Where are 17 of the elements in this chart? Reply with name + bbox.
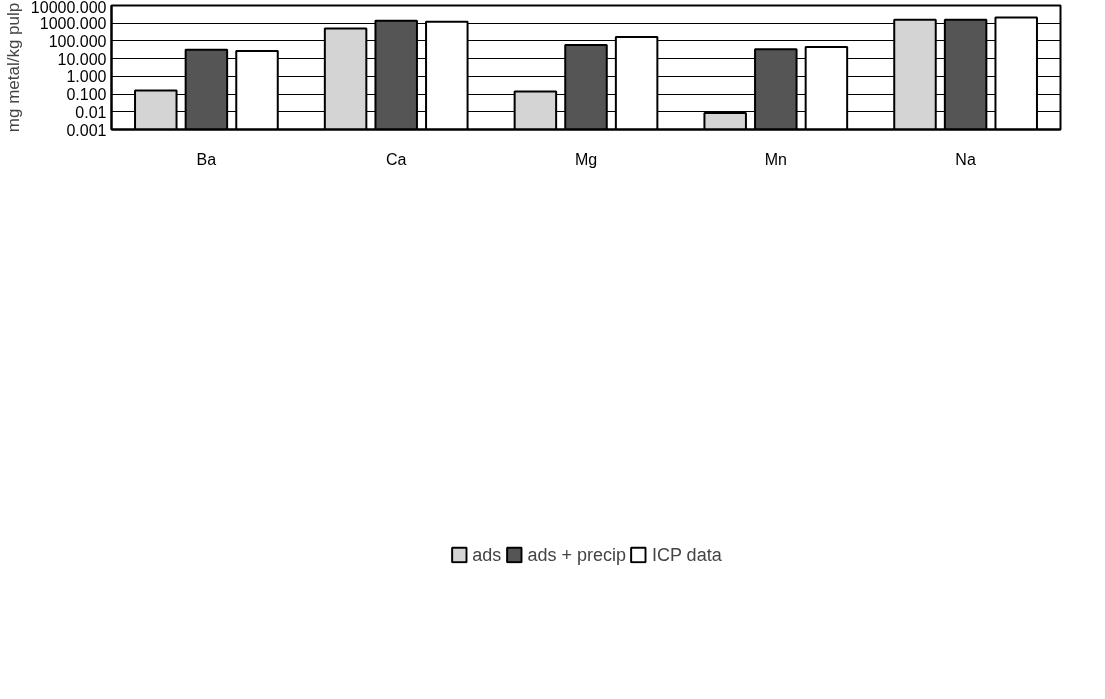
x-tick-label: Ba [196, 150, 217, 168]
y-tick-label: 10000.000 [30, 0, 107, 16]
x-tick-label: Mg [574, 150, 598, 168]
x-tick-label: Na [955, 150, 976, 168]
y-tick-label: 100.000 [48, 32, 107, 50]
legend-label: ads [472, 544, 502, 566]
legend-label: ICP data [651, 544, 722, 566]
x-tick-label: Mn [764, 150, 787, 168]
y-tick-label: 1000.000 [39, 15, 107, 33]
y-axis-title: mg metal/kg pulp [3, 2, 23, 133]
y-tick-label: 0.01 [75, 103, 107, 121]
y-tick-label: 10.000 [57, 50, 107, 68]
x-tick-label: Ca [385, 150, 407, 168]
y-tick-label: 1.000 [66, 68, 107, 86]
y-tick-label: 0.100 [66, 86, 107, 104]
y-tick-label: 0.001 [66, 121, 107, 139]
legend-label: ads + precip [527, 544, 626, 566]
